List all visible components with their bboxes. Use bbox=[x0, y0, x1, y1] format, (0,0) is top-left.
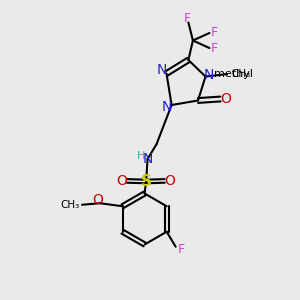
Text: O: O bbox=[220, 92, 231, 106]
Text: O: O bbox=[165, 174, 176, 188]
Text: N: N bbox=[142, 152, 153, 166]
Text: H: H bbox=[137, 151, 145, 161]
Text: O: O bbox=[116, 174, 127, 188]
Text: F: F bbox=[211, 41, 218, 55]
Text: N: N bbox=[204, 68, 214, 82]
Text: F: F bbox=[211, 26, 218, 40]
Text: CH₃: CH₃ bbox=[60, 200, 80, 210]
Text: N: N bbox=[162, 100, 172, 114]
Text: F: F bbox=[183, 12, 190, 26]
Text: CH₃: CH₃ bbox=[232, 69, 251, 79]
Text: O: O bbox=[92, 193, 103, 207]
Text: F: F bbox=[178, 243, 184, 256]
Text: S: S bbox=[141, 174, 152, 189]
Text: N: N bbox=[157, 64, 167, 77]
Text: methyl: methyl bbox=[214, 69, 253, 79]
